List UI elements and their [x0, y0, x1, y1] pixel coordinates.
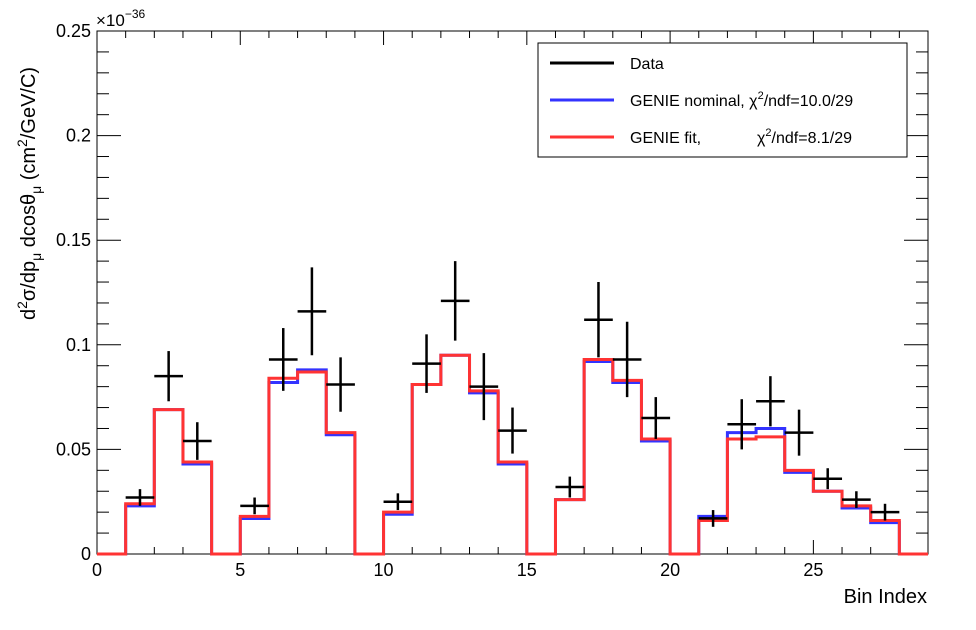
y-tick-label: 0.05 [56, 439, 91, 459]
data-point [125, 489, 155, 506]
data-point [297, 267, 327, 356]
data-point [182, 422, 212, 460]
data-point [784, 409, 814, 456]
data-point [641, 397, 671, 439]
data-point [727, 399, 757, 450]
data-point [154, 351, 183, 402]
data-point [813, 468, 843, 490]
data-point [555, 476, 585, 498]
y-tick-label: 0 [81, 544, 91, 564]
legend: Data GENIE nominal, χ2/ndf=10.0/29 GENIE… [537, 42, 908, 158]
data-point [698, 510, 728, 527]
x-tick-label: 20 [660, 560, 680, 580]
data-point [412, 334, 441, 393]
data-point [240, 497, 269, 515]
legend-fit-chi: χ2/ndf=8.1/29 [757, 127, 852, 147]
x-tick-label: 5 [235, 560, 245, 580]
y-axis-multiplier: ×10−36 [96, 7, 146, 30]
data-point [498, 407, 527, 454]
x-tick-label: 25 [803, 560, 823, 580]
data-point [383, 493, 413, 511]
y-tick-label: 0.1 [66, 335, 91, 355]
data-point [440, 261, 470, 341]
legend-nominal-label: GENIE nominal, χ2/ndf=10.0/29 [630, 90, 853, 110]
data-point [584, 282, 613, 358]
data-point [870, 503, 900, 521]
data-point [469, 353, 499, 421]
data-point [326, 357, 355, 412]
x-tick-label: 10 [374, 560, 394, 580]
y-axis-title: d2σ/dpμ dcosθμ (cm2/GeV/C) [14, 67, 44, 320]
data-point [612, 321, 642, 398]
data-point [842, 491, 871, 508]
legend-data-label: Data [630, 56, 664, 73]
genie-fit-line [97, 353, 928, 556]
x-tick-label: 0 [92, 560, 102, 580]
data-point [756, 376, 785, 427]
legend-fit-label: GENIE fit, [630, 130, 701, 147]
y-tick-label: 0.25 [56, 21, 91, 41]
genie-nominal-line [97, 353, 928, 556]
plot-frame [96, 30, 929, 555]
y-tick-label: 0.2 [66, 126, 91, 146]
y-tick-label: 0.15 [56, 230, 91, 250]
x-tick-label: 15 [517, 560, 537, 580]
data-point [268, 328, 298, 391]
x-axis-title: Bin Index [844, 586, 927, 608]
